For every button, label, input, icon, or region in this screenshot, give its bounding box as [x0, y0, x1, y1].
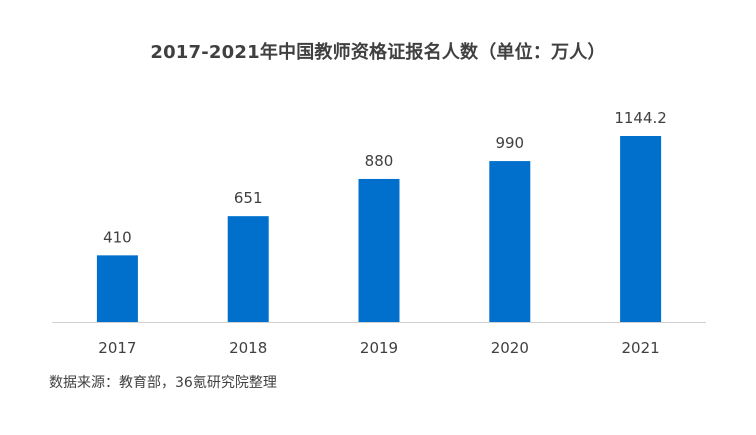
bar-2020	[489, 161, 531, 322]
data-label-2018: 651	[234, 189, 263, 207]
data-label-2020: 990	[495, 134, 524, 152]
x-tick-label-2021: 2021	[622, 339, 660, 357]
source-note: 数据来源：教育部，36氪研究院整理	[49, 375, 277, 391]
bar-2018	[227, 216, 269, 322]
data-label-2017: 410	[103, 228, 132, 246]
data-label-2019: 880	[365, 152, 394, 170]
chart-title: 2017-2021年中国教师资格证报名人数（单位：万人）	[150, 42, 606, 63]
data-label-2021: 1144.2	[614, 109, 667, 127]
bar-2019	[358, 178, 400, 322]
x-tick-label-2017: 2017	[98, 339, 136, 357]
bar-2021	[620, 136, 662, 322]
x-tick-label-2018: 2018	[229, 339, 267, 357]
x-tick-label-2019: 2019	[360, 339, 398, 357]
x-tick-label-2020: 2020	[491, 339, 529, 357]
bar-2017	[96, 255, 138, 322]
